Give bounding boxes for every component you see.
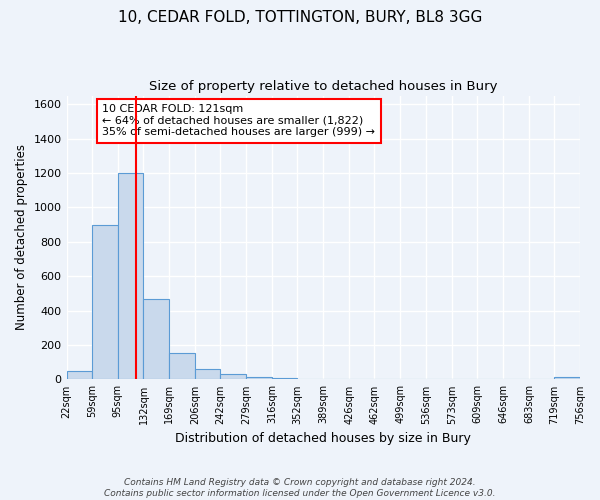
Bar	[247, 377, 272, 380]
Bar	[554, 377, 580, 380]
Text: Contains HM Land Registry data © Crown copyright and database right 2024.
Contai: Contains HM Land Registry data © Crown c…	[104, 478, 496, 498]
Text: 10, CEDAR FOLD, TOTTINGTON, BURY, BL8 3GG: 10, CEDAR FOLD, TOTTINGTON, BURY, BL8 3G…	[118, 10, 482, 25]
Bar	[143, 300, 169, 380]
Bar	[298, 378, 323, 380]
Bar	[92, 224, 118, 380]
Y-axis label: Number of detached properties: Number of detached properties	[15, 144, 28, 330]
Bar	[220, 374, 247, 380]
X-axis label: Distribution of detached houses by size in Bury: Distribution of detached houses by size …	[175, 432, 471, 445]
Bar	[169, 353, 195, 380]
Bar	[67, 371, 92, 380]
Bar	[195, 369, 220, 380]
Text: 10 CEDAR FOLD: 121sqm
← 64% of detached houses are smaller (1,822)
35% of semi-d: 10 CEDAR FOLD: 121sqm ← 64% of detached …	[103, 104, 376, 138]
Title: Size of property relative to detached houses in Bury: Size of property relative to detached ho…	[149, 80, 497, 93]
Bar	[118, 173, 143, 380]
Bar	[323, 379, 349, 380]
Bar	[272, 378, 298, 380]
